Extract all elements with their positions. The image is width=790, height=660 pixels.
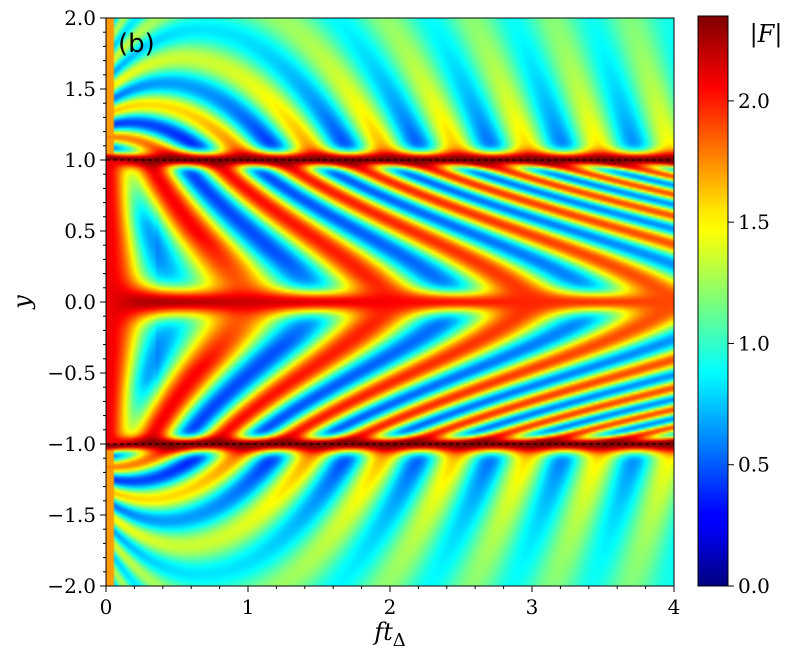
x-axis: 0 1 2 3 4: [100, 586, 681, 619]
x-tick-label: 3: [526, 595, 539, 619]
y-tick-label: 2.0: [64, 6, 96, 30]
y-tick-label: 1.0: [64, 148, 96, 172]
x-tick-label: 0: [100, 595, 113, 619]
y-tick-label: −1.5: [47, 503, 96, 527]
colorbar-tick-label: 0.5: [738, 453, 770, 477]
colorbar-tick-label: 1.0: [738, 331, 770, 355]
y-axis: −2.0 −1.5 −1.0 −0.5 0.0 0.5 1.0 1.5 2.0: [47, 6, 106, 598]
y-tick-label: −1.0: [47, 432, 96, 456]
x-tick-label: 2: [384, 595, 397, 619]
y-tick-label: 0.5: [64, 219, 96, 243]
colorbar-tick-label: 1.5: [738, 210, 770, 234]
heatmap-area: [106, 18, 674, 586]
y-tick-label: 1.5: [64, 77, 96, 101]
colorbar-label: |F|: [750, 20, 783, 49]
colorbar-ticks: 0.0 0.5 1.0 1.5 2.0: [728, 89, 770, 598]
colorbar-tick-label: 0.0: [738, 574, 770, 598]
y-tick-label: −0.5: [47, 361, 96, 385]
x-tick-label: 1: [242, 595, 255, 619]
y-tick-label: −2.0: [47, 574, 96, 598]
panel-label: (b): [118, 29, 155, 59]
colorbar: [697, 15, 729, 587]
y-tick-label: 0.0: [64, 290, 96, 314]
y-axis-label: y: [8, 295, 36, 310]
x-tick-label: 4: [668, 595, 681, 619]
x-axis-label: ftΔ: [372, 618, 406, 651]
colorbar-tick-label: 2.0: [738, 89, 770, 113]
